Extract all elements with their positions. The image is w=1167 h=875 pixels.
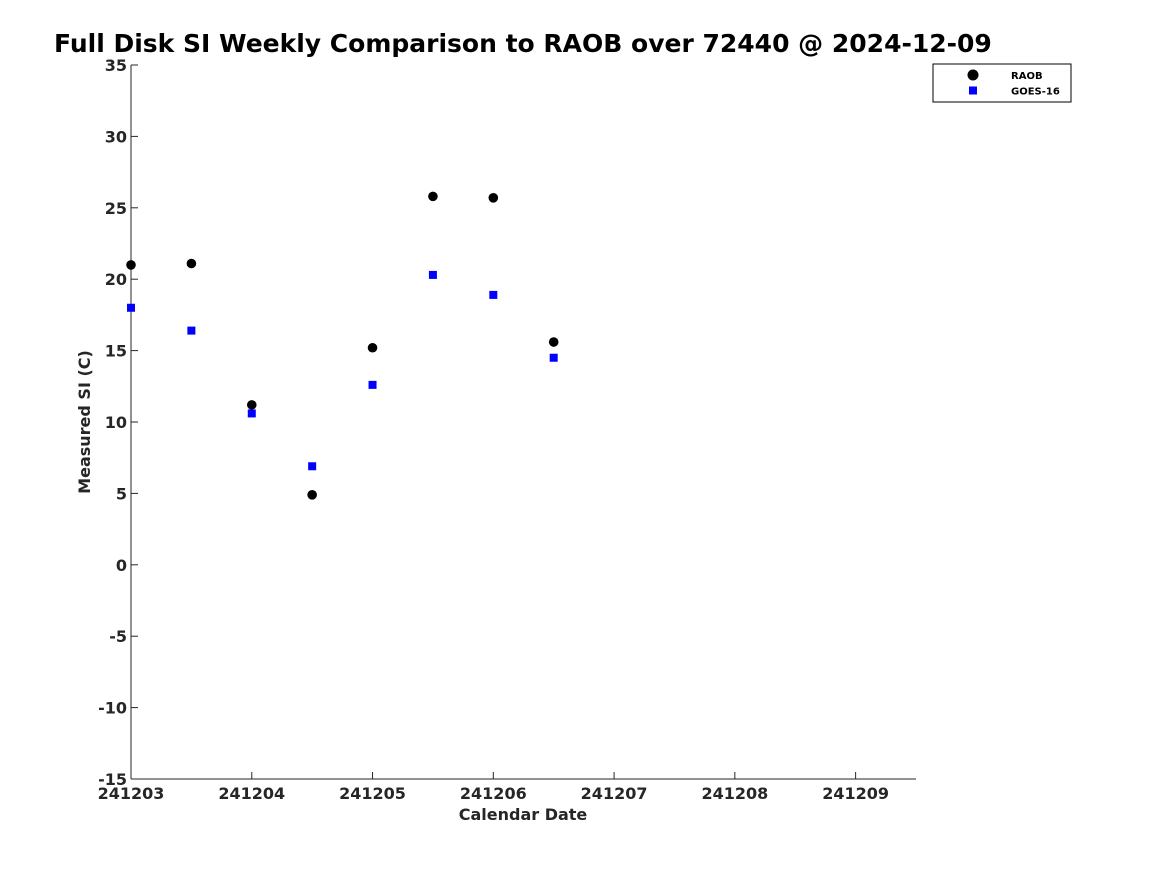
y-axis-ticks: -15 -10 -5 0 5 10 15 20 25 30 35 <box>98 56 138 789</box>
series-layer <box>126 191 559 500</box>
legend-label: RAOB <box>1011 71 1043 82</box>
x-tick-label: 241207 <box>581 784 648 803</box>
x-tick-label: 241209 <box>822 784 889 803</box>
data-point <box>549 353 558 362</box>
data-point <box>368 380 377 389</box>
y-tick-label: 30 <box>105 127 127 146</box>
data-point <box>488 193 499 203</box>
x-axis-label: Calendar Date <box>459 805 588 824</box>
data-point <box>367 342 378 353</box>
y-tick-label: 10 <box>105 413 127 432</box>
y-tick-label: 0 <box>116 556 127 575</box>
y-tick-label: 20 <box>105 270 127 289</box>
y-tick-label: -15 <box>98 770 127 789</box>
data-point <box>187 326 196 335</box>
y-axis-label: Measured SI (C) <box>75 350 94 494</box>
data-point <box>307 490 317 500</box>
data-point <box>428 191 438 202</box>
data-point <box>246 400 257 410</box>
y-tick-label: -10 <box>98 699 127 718</box>
x-tick-label: 241204 <box>218 784 285 803</box>
data-point <box>428 270 437 279</box>
x-tick-label: 241206 <box>460 784 527 803</box>
data-point <box>186 258 197 269</box>
x-axis-ticks: 241203 241204 241205 241206 241207 241208 2412… <box>98 772 889 803</box>
series-goes-16 <box>127 270 558 471</box>
y-tick-label: 15 <box>105 342 127 361</box>
legend-label: GOES-16 <box>1011 87 1060 98</box>
series-raob <box>126 191 559 500</box>
data-point <box>247 409 256 418</box>
x-tick-label: 241205 <box>339 784 406 803</box>
data-point <box>548 337 559 347</box>
y-tick-label: 35 <box>105 56 127 75</box>
x-tick-label: 241208 <box>701 784 768 803</box>
y-tick-label: -5 <box>109 627 127 646</box>
chart-title: Full Disk SI Weekly Comparison to RAOB o… <box>54 29 992 58</box>
data-point <box>489 290 498 299</box>
x-tick-label: 241203 <box>98 784 165 803</box>
data-point <box>308 462 317 471</box>
y-tick-label: 25 <box>105 199 127 218</box>
data-point <box>126 260 136 270</box>
y-tick-label: 5 <box>116 484 127 503</box>
data-point <box>127 303 135 312</box>
plot-area <box>130 65 916 780</box>
legend-marker <box>969 86 977 95</box>
legend-marker <box>967 69 979 81</box>
legend: RAOB GOES-16 <box>932 63 1072 103</box>
legend-box <box>932 63 1072 103</box>
